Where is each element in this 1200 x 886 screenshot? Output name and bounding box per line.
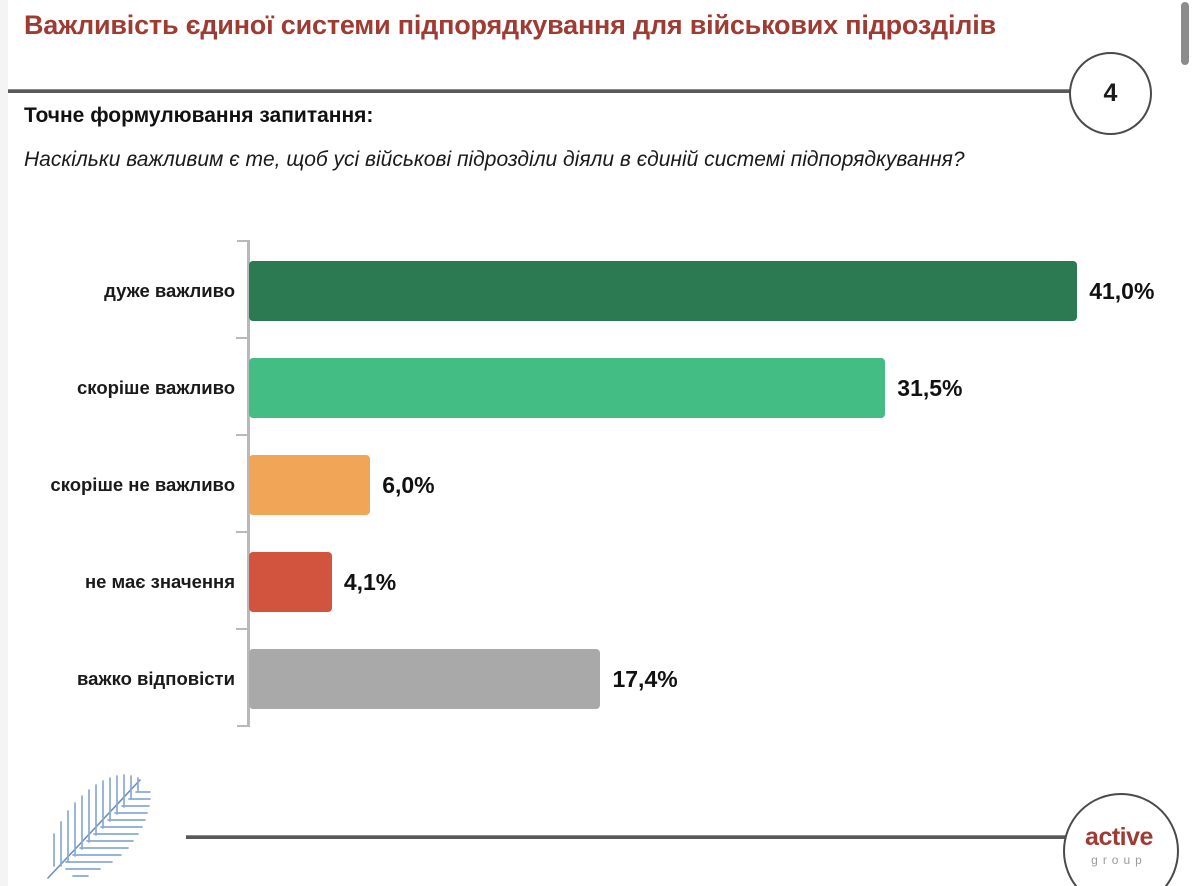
scrollbar-track[interactable] (1180, 0, 1190, 886)
axis-tick (236, 628, 248, 630)
chart-bar (249, 358, 886, 418)
bar-value-label: 17,4% (612, 665, 678, 692)
question-label: Точне формулювання запитання: (24, 104, 374, 127)
logo-secondary-text: group (1091, 853, 1147, 867)
axis-tick (236, 434, 248, 436)
axis-tick (236, 531, 248, 533)
header-divider (8, 89, 1075, 93)
chart-bar (249, 455, 371, 515)
axis-cap-top (237, 240, 248, 242)
logo-primary-text: active (1085, 823, 1153, 851)
page-number-badge: 4 (1069, 52, 1152, 135)
chart-bar-row: дуже важливо 41,0% (0, 261, 1190, 321)
question-text: Наскільки важливим є те, щоб усі військо… (24, 148, 965, 171)
axis-cap-bottom (237, 725, 248, 727)
chart-bar (249, 261, 1078, 321)
bar-value-label: 6,0% (382, 471, 435, 498)
bar-chart: дуже важливо 41,0% скоріше важливо 31,5% ско… (0, 232, 1190, 732)
active-group-logo: active group (1063, 793, 1179, 886)
page-number-label: 4 (1103, 79, 1118, 107)
bar-value-label: 4,1% (343, 568, 397, 595)
bar-category-label: дуже важливо (104, 280, 235, 301)
chart-bar (249, 552, 332, 612)
category-axis-line (247, 240, 250, 727)
page-title: Важливість єдиної системи підпорядкуванн… (24, 10, 996, 40)
axis-tick (236, 337, 248, 339)
bar-value-label: 41,0% (1089, 277, 1155, 304)
chart-bar (249, 649, 601, 709)
chart-bar-row: не має значення 4,1% (0, 552, 1190, 612)
left-edge-gutter (0, 0, 8, 886)
bar-category-label: скоріше не важливо (50, 474, 235, 495)
bar-value-label: 31,5% (897, 374, 963, 401)
bar-category-label: не має значення (84, 571, 235, 592)
footer-divider (186, 835, 1076, 839)
chart-bar-row: скоріше важливо 31,5% (0, 358, 1190, 418)
chart-bar-row: важко відповісти 17,4% (0, 649, 1190, 709)
bar-category-label: важко відповісти (77, 668, 235, 689)
scrollbar-thumb[interactable] (1181, 2, 1189, 65)
chart-bar-row: скоріше не важливо 6,0% (0, 455, 1190, 515)
leaf-logo-icon (47, 774, 151, 879)
bar-category-label: скоріше важливо (77, 377, 235, 398)
